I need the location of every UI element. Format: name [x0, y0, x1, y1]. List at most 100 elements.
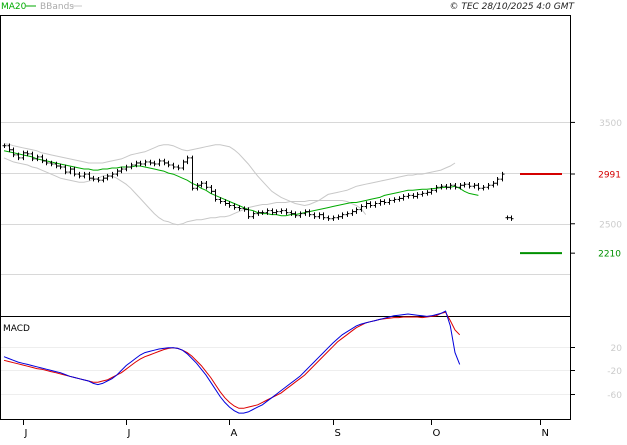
- price-bar: [209, 185, 214, 194]
- price-bar: [152, 160, 157, 167]
- price-bar: [195, 183, 200, 191]
- price-bar: [500, 171, 505, 182]
- price-bar: [448, 183, 453, 190]
- price-bar: [453, 183, 458, 190]
- price-bar: [110, 171, 115, 179]
- price-bar: [16, 152, 21, 161]
- price-bar: [181, 159, 186, 171]
- price-bar: [171, 162, 176, 170]
- macd-axis-label: -20: [607, 367, 622, 377]
- price-bar: [317, 212, 322, 219]
- x-axis-label: S: [335, 428, 341, 439]
- price-bar: [246, 207, 251, 219]
- price-bar: [176, 164, 181, 171]
- bollinger-upper-band: [3, 143, 456, 207]
- price-bar: [270, 208, 275, 215]
- price-bar: [190, 155, 195, 191]
- price-bar: [387, 198, 392, 205]
- price-bar: [87, 171, 92, 181]
- bollinger-lower-band: [3, 157, 367, 226]
- price-bar: [289, 210, 294, 216]
- price-bar: [326, 215, 331, 221]
- price-bar: [321, 212, 326, 220]
- price-bar: [345, 211, 350, 217]
- ma20-line: [3, 150, 479, 217]
- price-bar: [166, 160, 171, 168]
- chart-frame: [0, 15, 571, 420]
- macd-title: MACD: [3, 324, 30, 334]
- price-axis-label: 3500: [599, 119, 622, 129]
- price-bar: [401, 194, 406, 201]
- price-bar: [411, 193, 416, 199]
- price-bar: [40, 154, 45, 164]
- price-bar: [303, 209, 308, 216]
- price-bar: [115, 168, 120, 177]
- price-bar: [96, 176, 101, 183]
- price-bar: [227, 201, 232, 208]
- macd-axis-label: 20: [611, 344, 623, 354]
- price-bar: [429, 188, 434, 195]
- price-bar: [30, 151, 35, 162]
- price-bar: [204, 181, 209, 190]
- price-bar: [162, 158, 167, 166]
- price-bar: [2, 143, 7, 148]
- price-bar: [444, 184, 449, 190]
- x-axis-label: N: [542, 428, 549, 439]
- price-bar: [486, 183, 491, 190]
- price-bar: [157, 158, 162, 167]
- price-bar: [425, 190, 430, 196]
- price-bar: [368, 201, 373, 208]
- price-bar: [472, 183, 477, 189]
- price-bar: [105, 173, 110, 181]
- price-bar: [462, 182, 467, 188]
- price-bar: [350, 209, 355, 216]
- price-bar: [35, 154, 40, 162]
- price-bar: [495, 176, 500, 186]
- price-bar: [265, 208, 270, 215]
- price-bar: [354, 207, 359, 214]
- macd-signal-line: [3, 311, 461, 409]
- macd-axis-labels: 20 -20 -60: [571, 344, 622, 401]
- macd-axis-label: -60: [607, 391, 622, 401]
- price-bar: [232, 203, 237, 210]
- price-bar: [25, 150, 30, 157]
- price-bar: [298, 211, 303, 218]
- support-level-label: 2210: [598, 250, 621, 260]
- x-axis-label: J: [24, 428, 28, 439]
- price-bar: [54, 161, 59, 169]
- price-bar: [58, 163, 63, 170]
- price-bar: [91, 175, 96, 182]
- price-bar: [505, 215, 510, 220]
- x-axis-label: J: [127, 428, 131, 439]
- x-axis-label: O: [433, 428, 441, 439]
- price-bar: [218, 197, 223, 204]
- price-bar: [134, 160, 139, 168]
- price-bar: [378, 199, 383, 206]
- price-axis-labels: 3500 2500: [571, 119, 622, 230]
- price-bar: [397, 196, 402, 202]
- price-bar: [237, 205, 242, 211]
- price-bar: [284, 208, 289, 215]
- price-gridlines: [1, 122, 570, 275]
- price-bar: [467, 182, 472, 189]
- price-bar: [148, 159, 153, 166]
- price-bars: [2, 143, 514, 221]
- price-bar: [68, 166, 73, 175]
- price-bar: [359, 204, 364, 212]
- price-bar: [101, 175, 106, 183]
- x-axis-label: A: [231, 428, 238, 439]
- bollinger-bands: [3, 143, 456, 226]
- price-bar: [274, 209, 279, 215]
- price-bar: [72, 166, 77, 177]
- price-bar: [124, 164, 129, 172]
- price-bar: [199, 181, 204, 188]
- macd-lines: [3, 310, 461, 414]
- price-bar: [7, 143, 12, 153]
- price-bar: [129, 162, 134, 170]
- price-bar: [49, 160, 54, 167]
- price-bar: [279, 208, 284, 214]
- price-bar: [77, 171, 82, 179]
- price-bar: [63, 164, 68, 175]
